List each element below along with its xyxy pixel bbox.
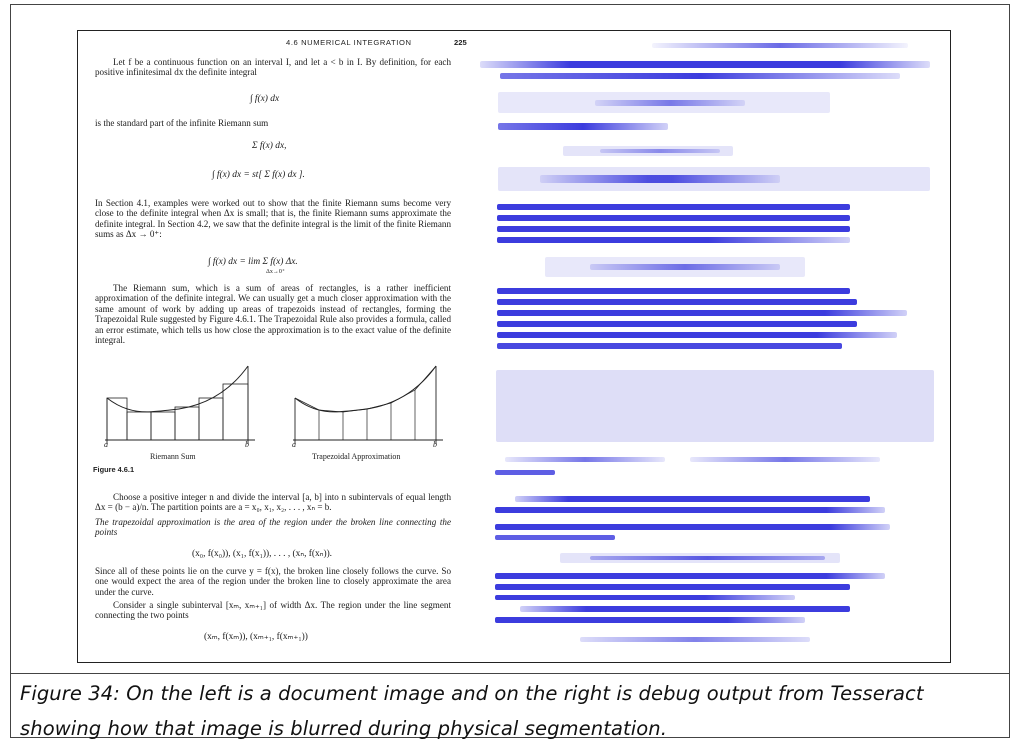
blur-line: [495, 584, 850, 590]
blur-line: [497, 299, 857, 305]
paragraph-5: Choose a positive integer n and divide t…: [95, 492, 451, 513]
caption-divider: [11, 673, 1009, 738]
equation-4-subscript: Δx→0⁺: [266, 269, 286, 275]
paragraph-1: Let f be a continuous function on an int…: [95, 57, 451, 78]
blur-line: [690, 457, 880, 462]
riemann-rect-2: [126, 411, 152, 441]
paragraph-6: The trapezoidal approximation is the are…: [95, 517, 451, 538]
riemann-rect-6: [222, 383, 249, 441]
riemann-rect-4: [174, 406, 200, 441]
riemann-sum-diagram: [105, 365, 255, 444]
blur-line: [500, 73, 900, 79]
paragraph-7: Since all of these points lie on the cur…: [95, 566, 451, 597]
blur-line: [480, 61, 930, 68]
riemann-rect-3: [150, 411, 176, 441]
blur-line: [497, 343, 842, 349]
blur-block-figure: [496, 370, 934, 442]
blur-line: [497, 310, 907, 316]
blur-line: [515, 496, 870, 502]
blur-line: [497, 215, 850, 221]
blur-line: [595, 100, 745, 106]
equation-5: (x₀, f(x₀)), (x₁, f(x₁)), . . . , (xₙ, f…: [192, 549, 333, 559]
blur-line: [497, 332, 897, 338]
blur-block: [563, 146, 733, 156]
riemann-curve: [106, 365, 249, 413]
riemann-b-label: b: [245, 440, 249, 449]
paragraph-2: is the standard part of the infinite Rie…: [95, 118, 269, 128]
blur-line: [600, 149, 720, 153]
blur-line: [495, 524, 890, 530]
blur-line: [498, 123, 668, 130]
figure-caption: Figure 34: On the left is a document ima…: [20, 682, 924, 740]
blur-line: [495, 470, 555, 475]
blur-line: [497, 237, 850, 243]
blur-line: [580, 637, 810, 642]
blur-line: [590, 556, 825, 560]
blur-line: [505, 457, 665, 462]
trap-a-label: a: [292, 440, 296, 449]
blur-line: [540, 175, 780, 183]
page-number: 225: [454, 38, 467, 47]
equation-1: ∫ f(x) dx: [250, 94, 280, 104]
paragraph-3: In Section 4.1, examples were worked out…: [95, 198, 451, 240]
blur-line: [495, 507, 885, 513]
paragraph-8: Consider a single subinterval [xₘ, xₘ₊₁]…: [95, 600, 451, 621]
blur-line: [497, 288, 850, 294]
riemann-sum-label: Riemann Sum: [150, 452, 196, 461]
blur-line: [520, 606, 850, 612]
blur-line: [495, 595, 795, 600]
blur-line: [495, 535, 615, 540]
blur-line: [495, 573, 885, 579]
trapezoid-diagram: [293, 365, 443, 444]
blur-line: [590, 264, 780, 270]
blur-line: [497, 226, 850, 232]
blur-line: [495, 617, 805, 623]
riemann-a-label: a: [104, 440, 108, 449]
equation-6: (xₘ, f(xₘ)), (xₘ₊₁, f(xₘ₊₁)): [204, 632, 308, 642]
trap-b-label: b: [433, 440, 437, 449]
page-border: [10, 4, 1010, 738]
blur-line: [497, 321, 857, 327]
figure-number: Figure 4.6.1: [93, 465, 135, 474]
running-head: 4.6 NUMERICAL INTEGRATION: [286, 38, 412, 47]
riemann-rect-5: [198, 397, 224, 441]
trapezoidal-label: Trapezoidal Approximation: [312, 452, 401, 461]
equation-4: ∫ f(x) dx = lim Σ f(x) Δx.: [208, 257, 298, 267]
equation-3: ∫ f(x) dx = st[ Σ f(x) dx ].: [212, 170, 305, 180]
paragraph-4: The Riemann sum, which is a sum of areas…: [95, 283, 451, 346]
blur-line: [652, 43, 908, 48]
equation-2: Σ f(x) dx,: [252, 141, 287, 151]
blur-line: [497, 204, 850, 210]
